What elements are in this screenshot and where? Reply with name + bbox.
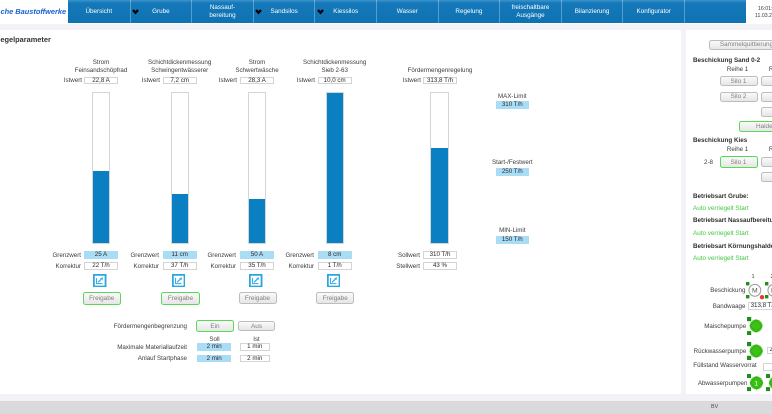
svg-text:M: M (752, 288, 758, 295)
svg-text:1: 1 (755, 380, 759, 387)
